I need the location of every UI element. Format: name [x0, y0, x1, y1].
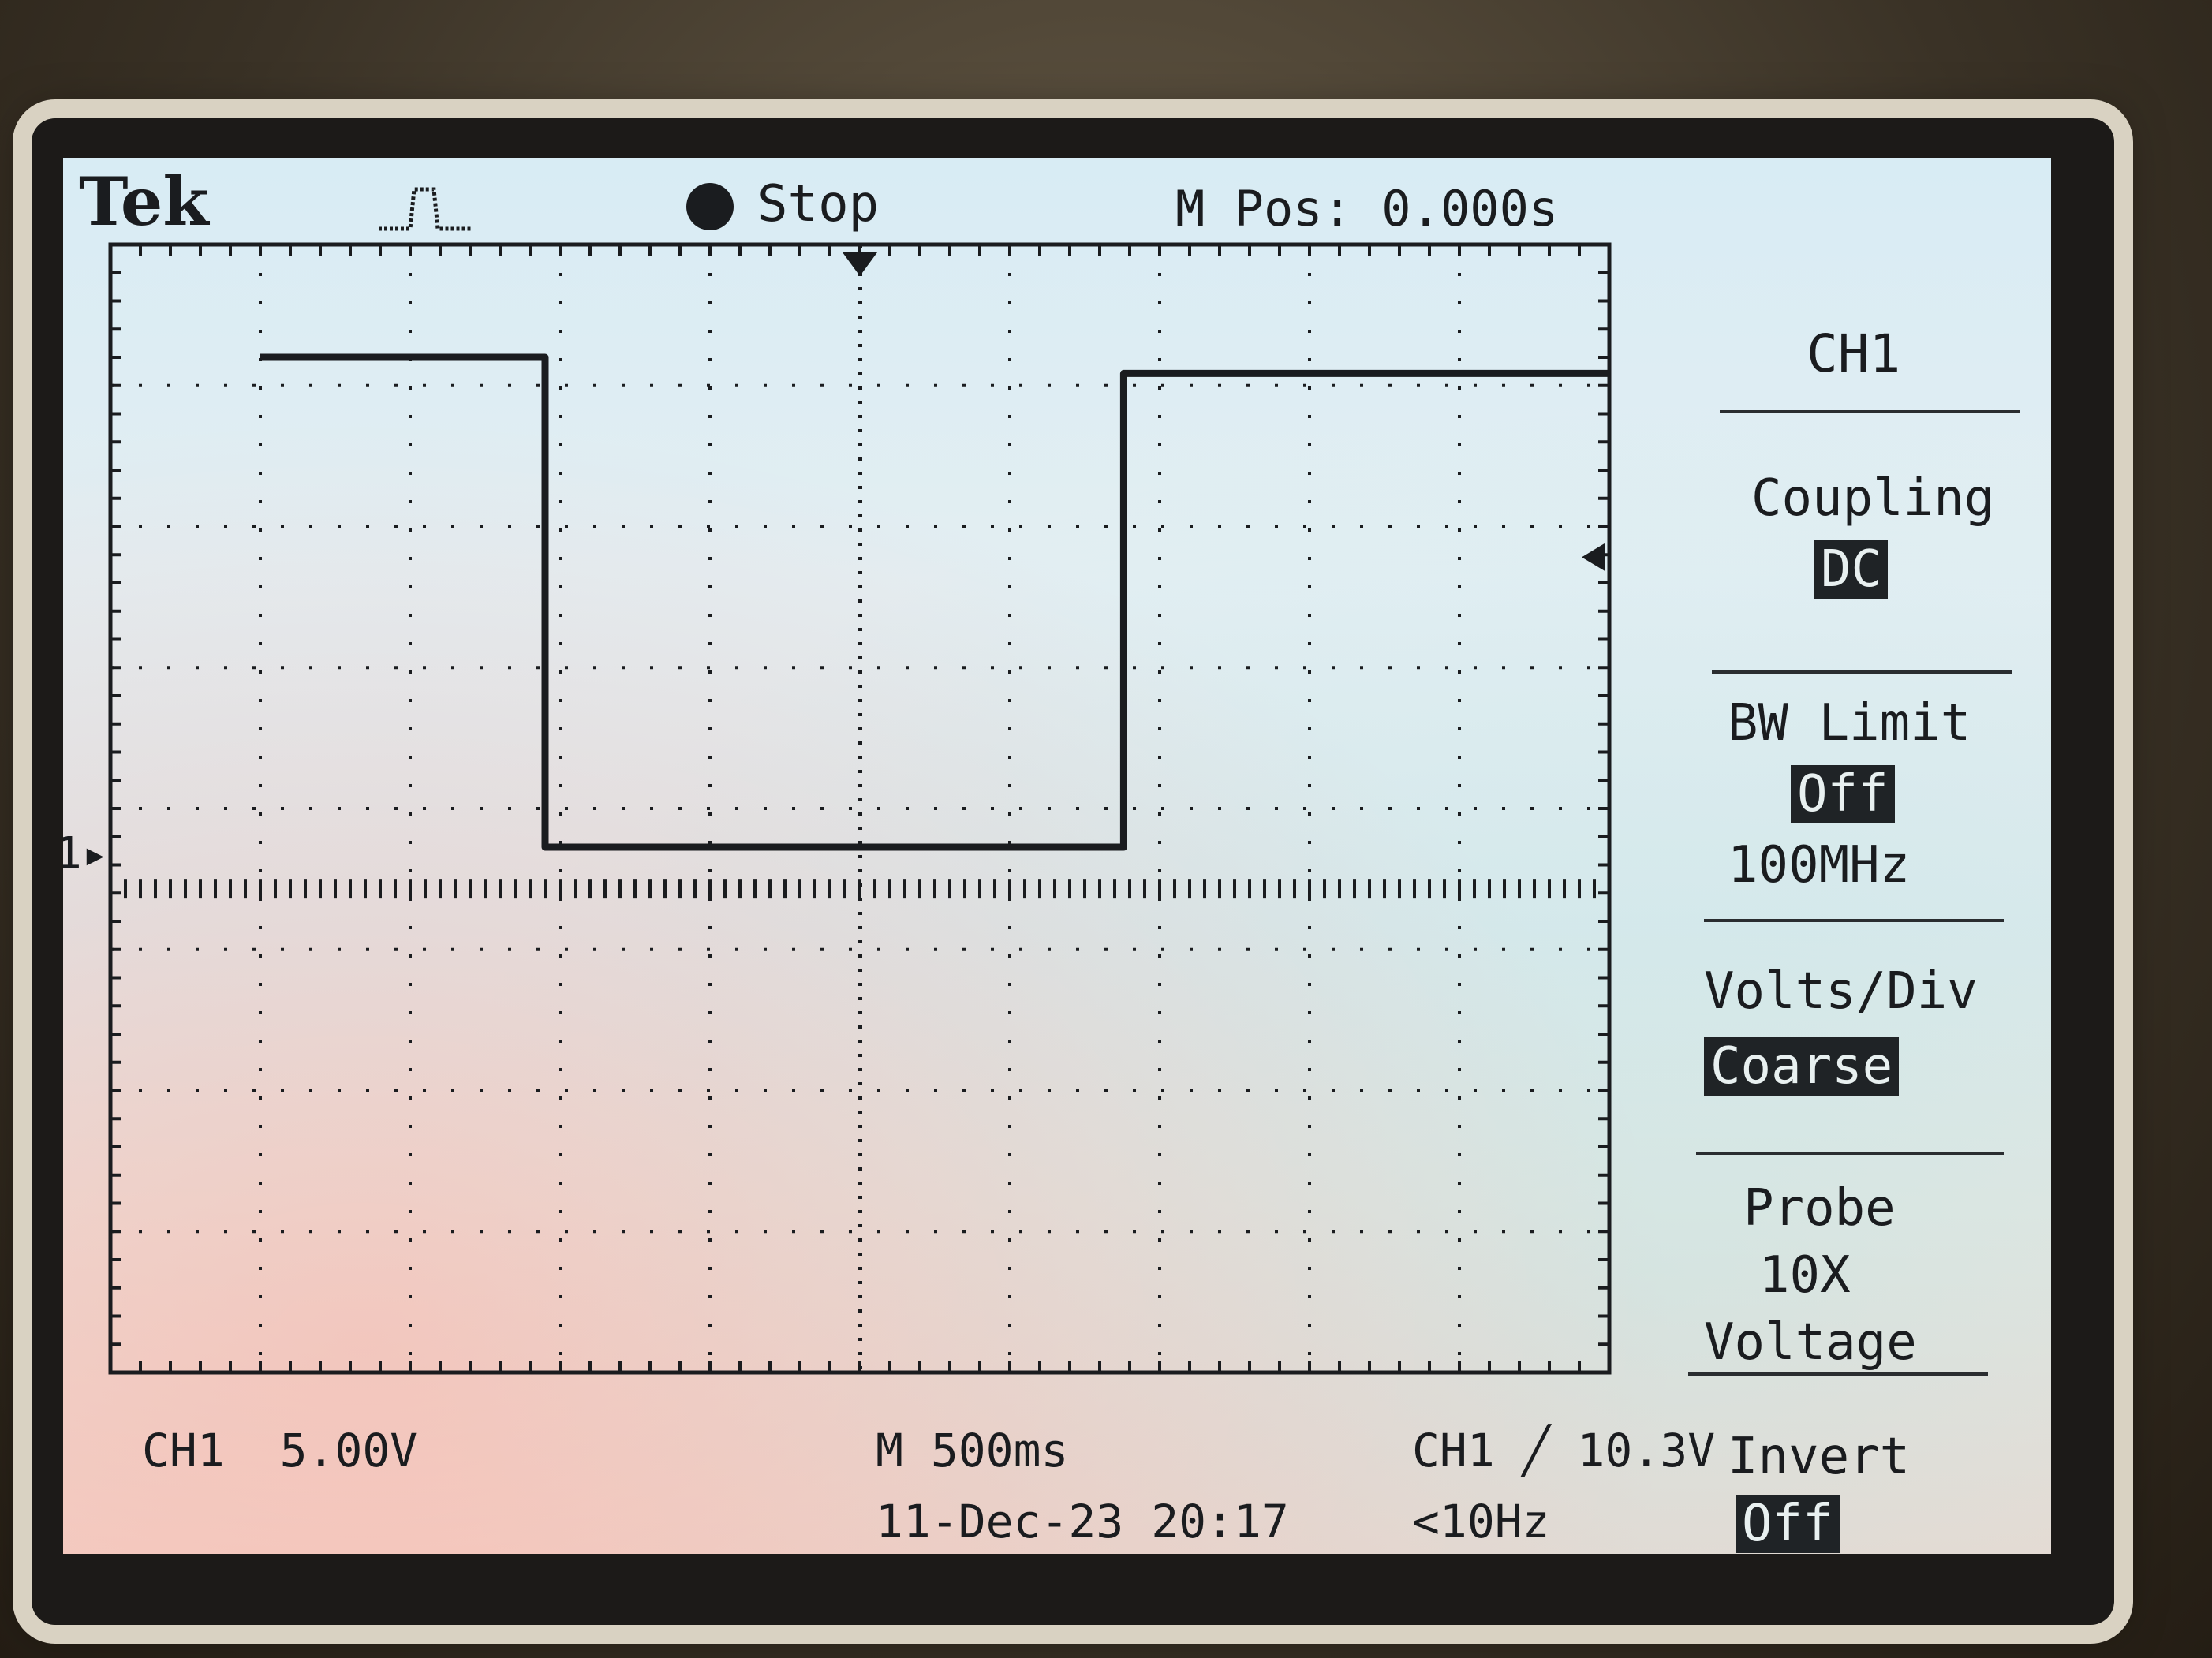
trigger-readout: CH1 ╱ 10.3V: [1412, 1424, 1716, 1477]
invert-value: Off: [1736, 1495, 1840, 1553]
bw-limit-label: BW Limit: [1728, 694, 1971, 752]
ch1-scale-readout: CH1 5.00V: [142, 1424, 417, 1477]
ch1-side-menu: CH1 Coupling DC BW Limit Off 100MHz Volt…: [1688, 323, 2035, 1554]
stop-dot-icon: [686, 183, 734, 231]
menu-divider: [1696, 1152, 2004, 1155]
coupling-value: DC: [1814, 540, 1889, 599]
graticule-frame: [108, 242, 1612, 1375]
menu-divider: [1720, 410, 2020, 413]
m-pos-readout: M Pos: 0.000s: [1175, 180, 1559, 237]
ch1-ground-number: 1: [63, 828, 82, 879]
coupling-label: Coupling: [1751, 469, 1995, 528]
probe-factor: 10X: [1759, 1246, 1851, 1305]
trigger-frequency-readout: <10Hz: [1412, 1495, 1550, 1548]
pulse-icon: [379, 187, 473, 231]
menu-divider: [1712, 670, 2012, 674]
ch1-waveform: [260, 353, 1609, 851]
ch1-trace-group: [260, 353, 1609, 851]
ch1-scale-value: 5.00V: [279, 1424, 418, 1477]
ch1-ground-marker: 1▸: [63, 828, 108, 879]
volts-div-value: Coarse: [1704, 1037, 1900, 1096]
acquire-pulse-icon: [379, 181, 489, 240]
trigger-level-marker: [1582, 543, 1605, 572]
waveform-display: [108, 242, 1612, 1375]
volts-div-label: Volts/Div: [1704, 962, 1978, 1021]
ch1-label: CH1: [142, 1424, 225, 1477]
menu-title: CH1: [1807, 323, 1901, 384]
run-state-text: Stop: [757, 175, 880, 233]
run-state-indicator: Stop: [686, 175, 879, 233]
brand-logo: Tek: [79, 162, 209, 241]
probe-type: Voltage: [1704, 1313, 1917, 1372]
probe-label: Probe: [1743, 1179, 1896, 1238]
menu-divider: [1688, 1372, 1988, 1376]
oscilloscope-screen: Tek Stop M Pos: 0.000s 1▸ CH1 Coupling D…: [63, 158, 2051, 1554]
bw-limit-frequency: 100MHz: [1728, 836, 1911, 894]
ground-arrow-icon: ▸: [81, 828, 109, 879]
graticule: [108, 242, 1612, 1375]
trigger-position-marker: [843, 252, 877, 276]
date-time-readout: 11-Dec-23 20:17: [876, 1495, 1289, 1548]
timebase-readout: M 500ms: [876, 1424, 1069, 1477]
invert-label: Invert: [1728, 1428, 1911, 1486]
menu-divider: [1704, 919, 2004, 922]
bw-limit-value: Off: [1791, 765, 1895, 823]
